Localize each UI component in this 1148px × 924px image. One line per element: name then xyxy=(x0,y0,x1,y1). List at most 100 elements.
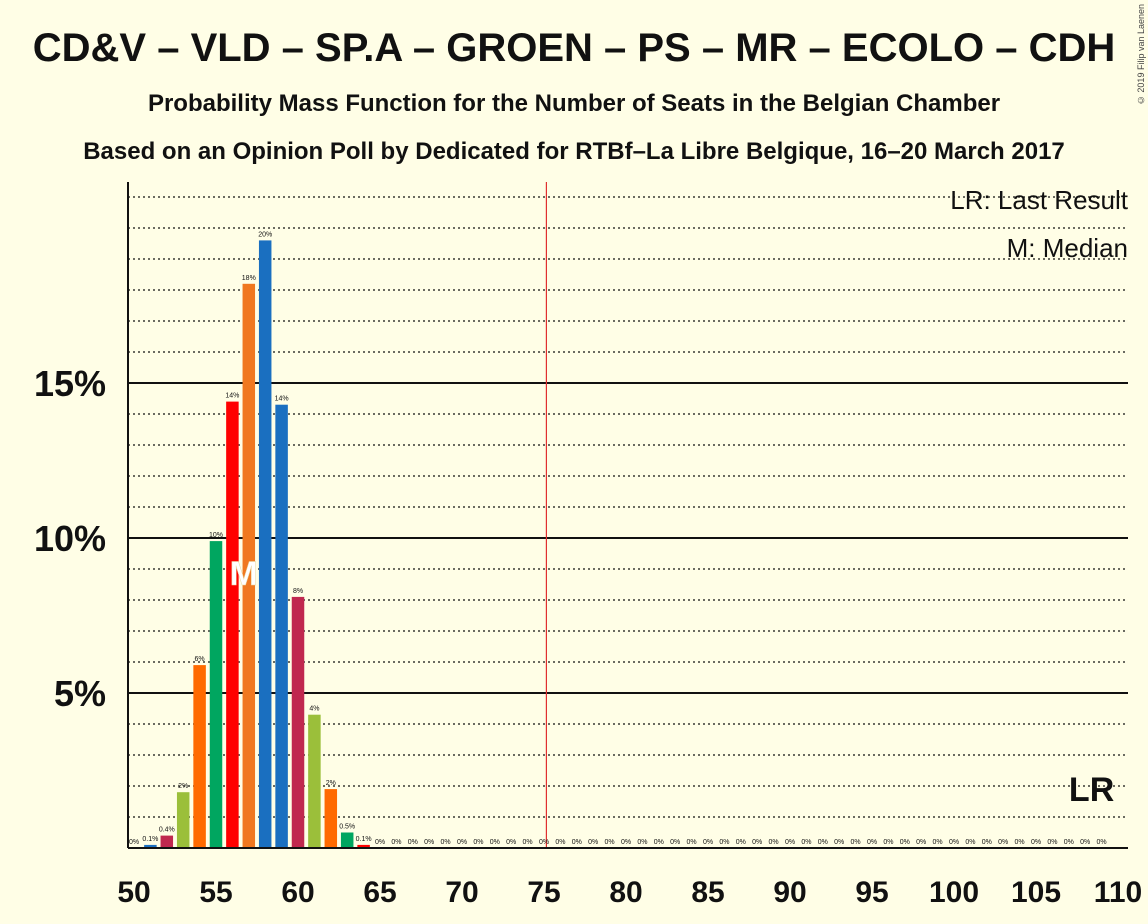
bar-labels: 0% 0.1%0.4%2%6%10%14%18%20%14%8%4%2%0.5%0… xyxy=(129,231,1107,846)
bar xyxy=(242,283,256,848)
bar-value-label: 0% xyxy=(703,839,713,846)
last-result-marker: LR xyxy=(1069,771,1114,809)
bar xyxy=(176,792,190,848)
bar-value-label: 2% xyxy=(326,780,336,787)
bar-value-label: 0.1% xyxy=(142,836,158,843)
bar-value-label: 0% xyxy=(982,839,992,846)
bar-value-label: 18% xyxy=(242,275,256,282)
bar-value-label: 2% xyxy=(178,783,188,790)
bar-value-label: 8% xyxy=(293,588,303,595)
x-tick-label: 105 xyxy=(1011,876,1061,909)
bar-value-label: 0% xyxy=(129,839,139,846)
bar xyxy=(160,835,174,848)
bar xyxy=(226,401,239,848)
x-tick-label: 110 xyxy=(1094,876,1142,909)
bar xyxy=(275,404,288,848)
x-tick-label: 95 xyxy=(855,876,888,909)
bar-value-label: 0% xyxy=(1047,839,1057,846)
bar-value-label: 0% xyxy=(408,839,418,846)
bar-value-label: 0% xyxy=(621,839,631,846)
bar-value-label: 0% xyxy=(1080,839,1090,846)
bar-value-label: 14% xyxy=(225,393,239,400)
bar-value-label: 0% xyxy=(424,839,434,846)
bar-value-label: 0.1% xyxy=(356,836,372,843)
bar xyxy=(144,844,157,848)
bar-value-label: 0% xyxy=(1031,839,1041,846)
bar-value-label: 0% xyxy=(473,839,483,846)
bar-value-label: 14% xyxy=(275,396,289,403)
bar xyxy=(324,789,338,848)
bar-value-label: 0% xyxy=(523,839,533,846)
bar-value-label: 0% xyxy=(555,839,565,846)
x-tick-label: 60 xyxy=(281,876,314,909)
bar-value-label: 0% xyxy=(670,839,680,846)
median-marker: M xyxy=(230,555,258,593)
x-tick-label: 85 xyxy=(691,876,724,909)
bar-value-label: 6% xyxy=(195,656,205,663)
legend-last-result: LR: Last Result xyxy=(950,185,1129,215)
chart-source: Based on an Opinion Poll by Dedicated fo… xyxy=(83,138,1065,165)
bars xyxy=(144,240,370,848)
bar-value-label: 0% xyxy=(900,839,910,846)
bar xyxy=(193,665,206,848)
bar-value-label: 0% xyxy=(834,839,844,846)
bar-value-label: 0% xyxy=(916,839,926,846)
bar-value-label: 0% xyxy=(490,839,500,846)
x-tick-label: 100 xyxy=(929,876,979,909)
bar-value-label: 4% xyxy=(309,706,319,713)
y-tick-label: 5% xyxy=(54,673,106,714)
bar-value-label: 0% xyxy=(441,839,451,846)
bar xyxy=(340,832,354,848)
bar-value-label: 20% xyxy=(258,231,272,238)
y-tick-label: 15% xyxy=(34,363,106,404)
x-tick-label: 55 xyxy=(199,876,232,909)
bar-value-label: 0% xyxy=(1097,839,1107,846)
bar-value-label: 0% xyxy=(375,839,385,846)
bar-value-label: 0% xyxy=(1064,839,1074,846)
bar-value-label: 0% xyxy=(391,839,401,846)
x-tick-label: 75 xyxy=(527,876,560,909)
x-tick-label: 65 xyxy=(363,876,396,909)
bar xyxy=(209,541,223,848)
bar-value-label: 0% xyxy=(687,839,697,846)
bar-value-label: 10% xyxy=(209,532,223,539)
bar-value-label: 0% xyxy=(588,839,598,846)
bar-value-label: 0% xyxy=(539,839,549,846)
x-tick-label: 90 xyxy=(773,876,806,909)
bar-value-label: 0% xyxy=(785,839,795,846)
bar-value-label: 0% xyxy=(867,839,877,846)
bar-value-label: 0% xyxy=(769,839,779,846)
bar-value-label: 0% xyxy=(965,839,975,846)
axes: 5% 10% 15% 50 55 60 65 70 75 80 85 90 95 100 105 110 xyxy=(34,182,1142,909)
bar-value-label: 0% xyxy=(818,839,828,846)
bar xyxy=(357,844,370,848)
bar-value-label: 0% xyxy=(883,839,893,846)
chart-title: CD&V – VLD – SP.A – GROEN – PS – MR – EC… xyxy=(32,26,1116,70)
bar-value-label: 0% xyxy=(752,839,762,846)
y-tick-label: 10% xyxy=(34,518,106,559)
bar-value-label: 0% xyxy=(933,839,943,846)
bar-value-label: 0% xyxy=(949,839,959,846)
chart-subtitle: Probability Mass Function for the Number… xyxy=(147,90,1001,117)
legend-median: M: Median xyxy=(1007,233,1128,263)
bar-value-label: 0% xyxy=(719,839,729,846)
bar-value-label: 0% xyxy=(1015,839,1025,846)
bar-value-label: 0.4% xyxy=(159,827,175,834)
bar-value-label: 0% xyxy=(736,839,746,846)
x-tick-label: 80 xyxy=(609,876,642,909)
x-tick-label: 70 xyxy=(445,876,478,909)
bar-value-label: 0.5% xyxy=(339,824,355,831)
bar-value-label: 0% xyxy=(998,839,1008,846)
bar-value-label: 0% xyxy=(637,839,647,846)
bar-value-label: 0% xyxy=(457,839,467,846)
bar-value-label: 0% xyxy=(572,839,582,846)
bar-value-label: 0% xyxy=(851,839,861,846)
bar xyxy=(258,240,272,848)
bar-value-label: 0% xyxy=(654,839,664,846)
x-tick-label: 50 xyxy=(117,876,150,909)
bar-value-label: 0% xyxy=(506,839,516,846)
bar-value-label: 0% xyxy=(801,839,811,846)
bar-value-label: 0% xyxy=(605,839,615,846)
bar xyxy=(308,714,321,848)
